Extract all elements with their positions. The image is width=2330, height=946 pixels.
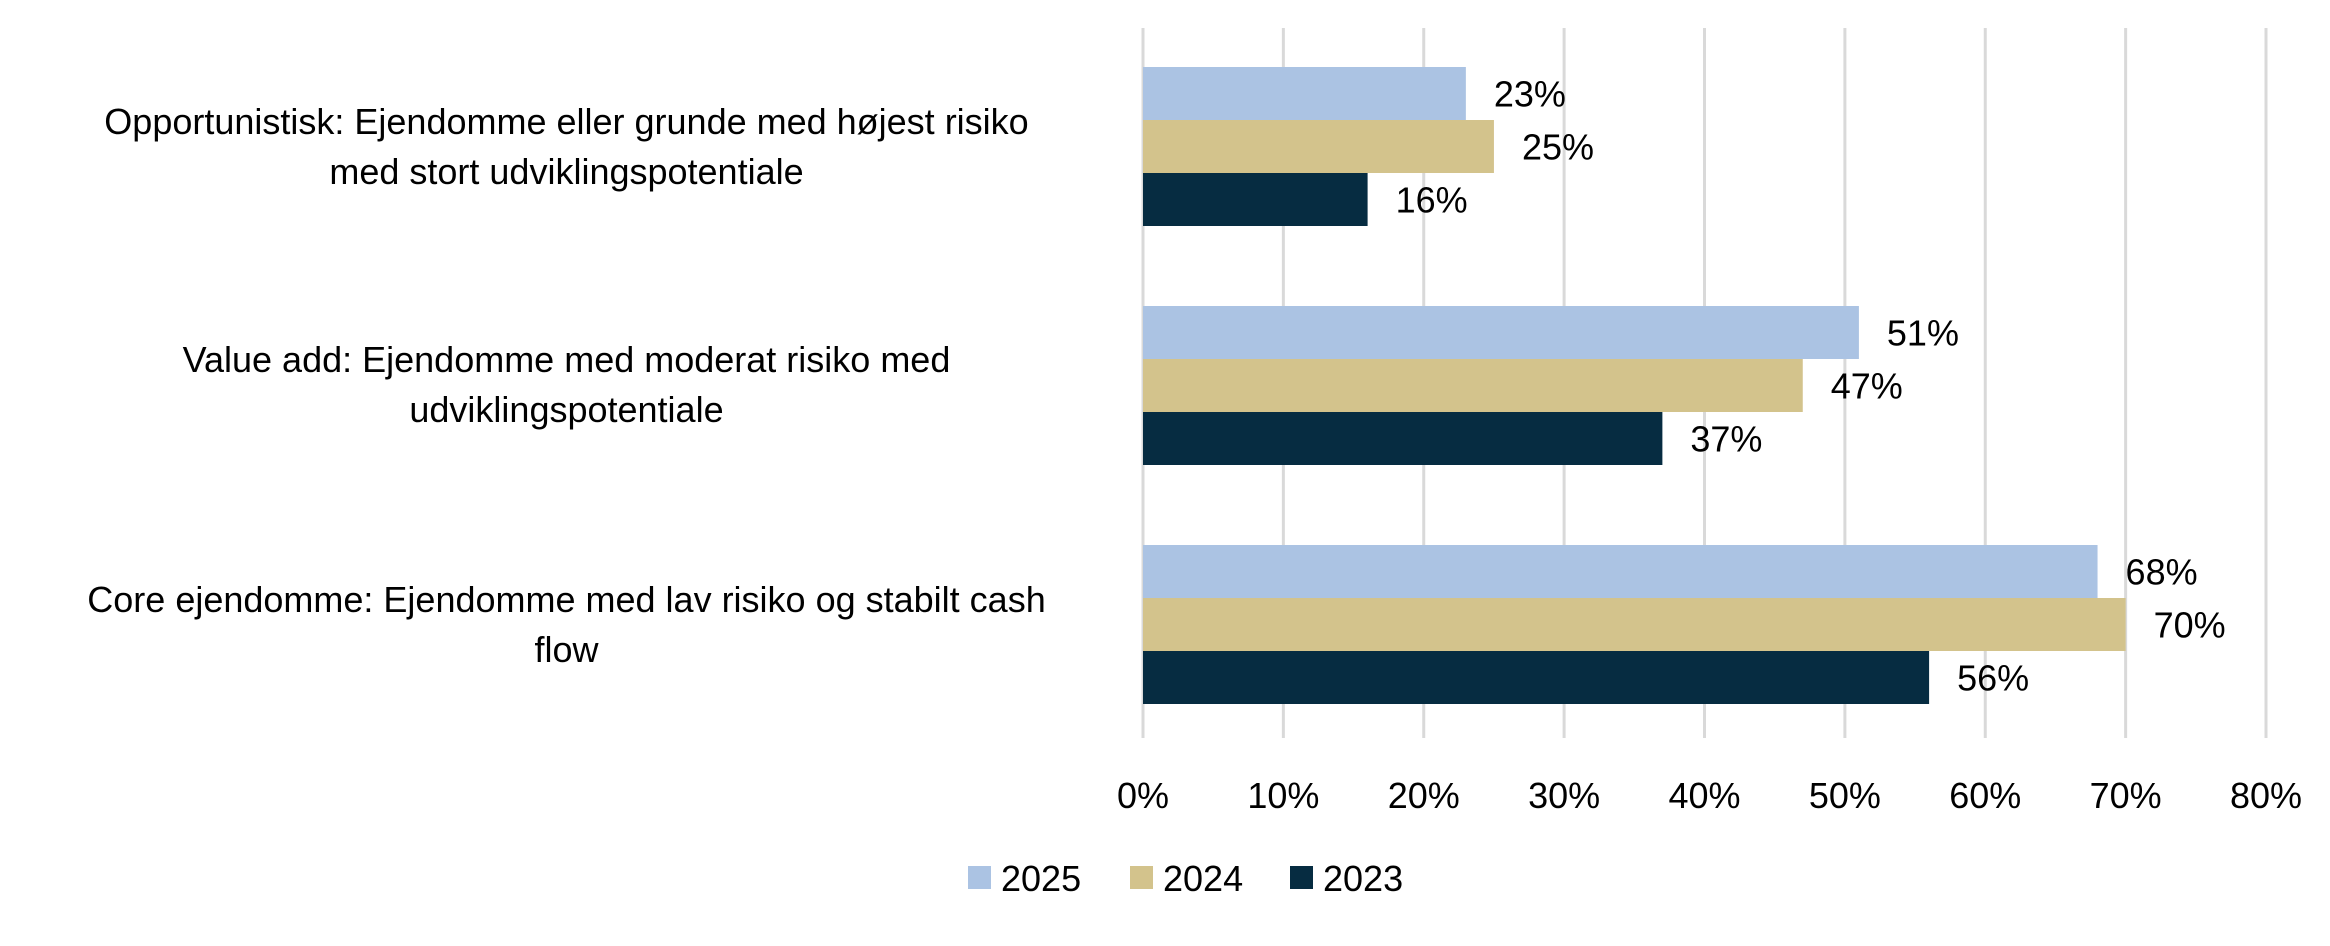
data-label-2024-cat3: 70% bbox=[2154, 605, 2226, 646]
x-tick-label-30pct: 30% bbox=[1528, 775, 1600, 816]
category-labels: Opportunistisk: Ejendomme eller grunde m… bbox=[87, 101, 1045, 670]
x-tick-label-70pct: 70% bbox=[2090, 775, 2162, 816]
x-tick-label-0pct: 0% bbox=[1117, 775, 1169, 816]
data-label-2024-cat2: 47% bbox=[1831, 366, 1903, 407]
legend: 2025 2024 2023 bbox=[968, 858, 1403, 899]
x-tick-label-60pct: 60% bbox=[1949, 775, 2021, 816]
category-label-2-line2: udviklingspotentiale bbox=[409, 389, 723, 430]
legend-swatch-2024 bbox=[1130, 866, 1153, 889]
bars bbox=[1143, 67, 2126, 704]
legend-swatch-2023 bbox=[1290, 866, 1313, 889]
legend-swatch-2025 bbox=[968, 866, 991, 889]
category-label-3-line2: flow bbox=[534, 629, 599, 670]
data-label-2025-cat2: 51% bbox=[1887, 313, 1959, 354]
category-label-3-line1: Core ejendomme: Ejendomme med lav risiko… bbox=[87, 579, 1045, 620]
data-label-2023-cat1: 16% bbox=[1396, 180, 1468, 221]
x-axis-ticks: 0% 10% 20% 30% 40% 50% 60% 70% 80% bbox=[1117, 775, 2302, 816]
x-tick-label-10pct: 10% bbox=[1247, 775, 1319, 816]
category-label-1-line2: med stort udviklingspotentiale bbox=[329, 151, 803, 192]
data-label-2024-cat1: 25% bbox=[1522, 127, 1594, 168]
data-label-2023-cat2: 37% bbox=[1690, 419, 1762, 460]
x-tick-label-50pct: 50% bbox=[1809, 775, 1881, 816]
data-label-2025-cat3: 68% bbox=[2126, 552, 2198, 593]
bar-2025-cat3 bbox=[1143, 545, 2098, 598]
bar-2025-cat1 bbox=[1143, 67, 1466, 120]
bar-2024-cat2 bbox=[1143, 359, 1803, 412]
bar-2025-cat2 bbox=[1143, 306, 1859, 359]
category-label-1-line1: Opportunistisk: Ejendomme eller grunde m… bbox=[104, 101, 1028, 142]
bar-2023-cat2 bbox=[1143, 412, 1663, 465]
legend-label-2025: 2025 bbox=[1001, 858, 1081, 899]
bar-2024-cat3 bbox=[1143, 598, 2126, 651]
x-tick-label-40pct: 40% bbox=[1668, 775, 1740, 816]
legend-label-2023: 2023 bbox=[1323, 858, 1403, 899]
legend-label-2024: 2024 bbox=[1163, 858, 1243, 899]
bar-2024-cat1 bbox=[1143, 120, 1494, 173]
bar-2023-cat3 bbox=[1143, 651, 1930, 704]
x-tick-label-20pct: 20% bbox=[1388, 775, 1460, 816]
data-label-2025-cat1: 23% bbox=[1494, 74, 1566, 115]
data-label-2023-cat3: 56% bbox=[1957, 658, 2029, 699]
category-label-2-line1: Value add: Ejendomme med moderat risiko … bbox=[183, 339, 951, 380]
data-labels: 23% 25% 16% 51% 47% 37% 68% 70% 56% bbox=[1396, 74, 2226, 699]
bar-2023-cat1 bbox=[1143, 173, 1368, 226]
x-tick-label-80pct: 80% bbox=[2230, 775, 2302, 816]
